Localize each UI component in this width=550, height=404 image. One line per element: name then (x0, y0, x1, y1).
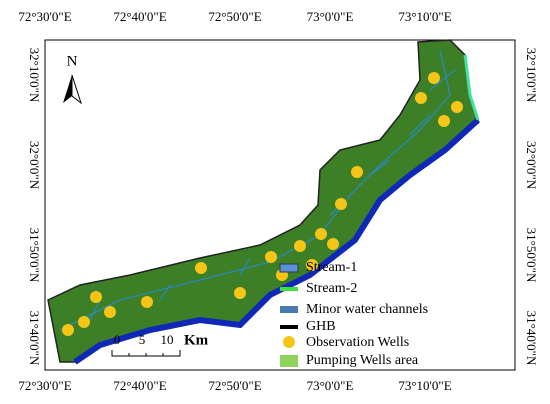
wells (62, 72, 463, 336)
scale-unit: Km (184, 332, 209, 348)
legend-label: GHB (306, 319, 336, 334)
lon-label: 72°30'0"E (18, 378, 71, 393)
lat-label: 32°10'0"N (27, 48, 42, 103)
scale-tick: 5 (139, 332, 146, 347)
legend-label: Stream-1 (306, 260, 357, 275)
legend-label: Pumping Wells area (306, 353, 419, 368)
lon-label: 72°50'0"E (208, 9, 261, 24)
lon-label: 72°30'0"E (18, 9, 71, 24)
lat-label: 32°10'0"N (524, 48, 539, 103)
lat-label: 31°40'0"N (27, 311, 42, 366)
lon-label: 72°50'0"E (208, 378, 261, 393)
lat-label: 31°40'0"N (524, 311, 539, 366)
legend-label: Minor water channels (306, 302, 428, 317)
north-arrow: N (63, 53, 82, 105)
scale-bar: 0 5 10 Km (111, 332, 209, 357)
lon-label: 72°40'0"E (113, 378, 166, 393)
lon-label: 72°40'0"E (113, 9, 166, 24)
lat-label: 32°0'0"N (27, 141, 42, 190)
lat-label: 31°50'0"N (27, 228, 42, 283)
lat-label: 31°50'0"N (524, 228, 539, 283)
lon-label: 73°0'0"E (307, 9, 354, 24)
north-label: N (67, 53, 78, 69)
lon-label: 73°10'0"E (398, 378, 451, 393)
legend-label: Stream-2 (306, 281, 357, 296)
scale-tick: 10 (161, 332, 174, 347)
lon-label: 73°0'0"E (307, 378, 354, 393)
lat-label: 32°0'0"N (524, 141, 539, 190)
scale-tick: 0 (114, 332, 121, 347)
boundary (73, 117, 481, 365)
legend (279, 263, 299, 367)
stream-2 (463, 54, 480, 121)
legend-label: Observation Wells (306, 335, 409, 350)
lon-label: 73°10'0"E (398, 9, 451, 24)
